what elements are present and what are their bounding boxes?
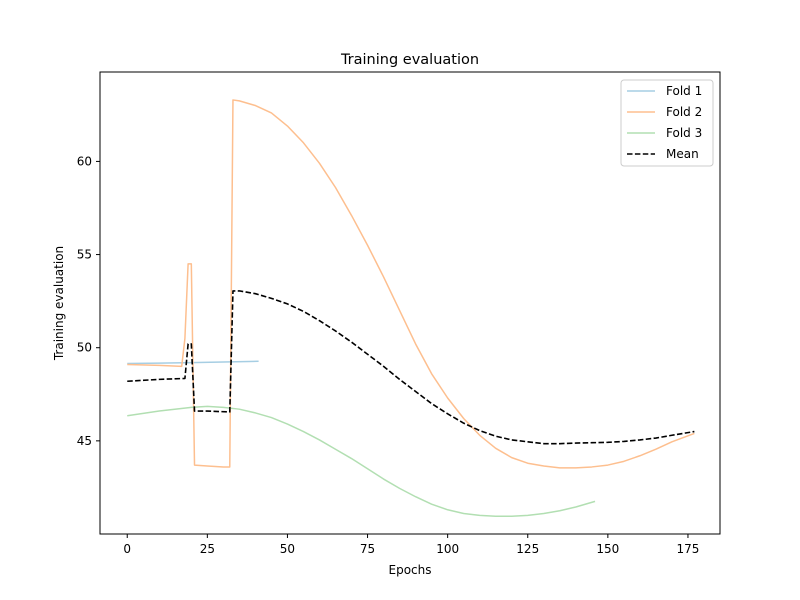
legend-box (620, 79, 714, 167)
chart-title: Training evaluation (340, 52, 479, 68)
legend: Fold 1 Fold 2 Fold 3 Mean (620, 79, 714, 167)
x-tick-label: 0 (123, 542, 131, 556)
x-tick-label: 125 (516, 542, 539, 556)
y-tick-label: 55 (77, 248, 92, 262)
y-axis-label: Training evaluation (52, 246, 66, 361)
legend-label-fold-3: Fold 3 (666, 126, 702, 140)
y-axis-ticks: 45 50 55 60 (77, 154, 100, 448)
legend-label-fold-1: Fold 1 (666, 84, 702, 98)
x-axis-label: Epochs (389, 563, 432, 577)
y-tick-label: 60 (77, 154, 92, 168)
series-line-mean (127, 290, 695, 445)
series-line-fold-1 (127, 360, 259, 365)
y-tick-label: 50 (77, 341, 92, 355)
plot-frame (99, 71, 721, 535)
series-line-fold-2 (127, 99, 695, 469)
x-tick-label: 50 (280, 542, 295, 556)
x-tick-label: 25 (200, 542, 215, 556)
x-axis-ticks: 0 25 50 75 100 125 150 175 (123, 534, 699, 556)
legend-label-fold-2: Fold 2 (666, 105, 702, 119)
x-tick-label: 150 (596, 542, 619, 556)
series-line-fold-3 (127, 405, 596, 518)
x-tick-label: 175 (677, 542, 700, 556)
legend-entries: Fold 1 Fold 2 Fold 3 Mean (627, 84, 702, 161)
series-layer (127, 99, 695, 518)
y-tick-label: 45 (77, 434, 92, 448)
legend-label-mean: Mean (666, 147, 699, 161)
x-tick-label: 75 (360, 542, 375, 556)
x-tick-label: 100 (436, 542, 459, 556)
